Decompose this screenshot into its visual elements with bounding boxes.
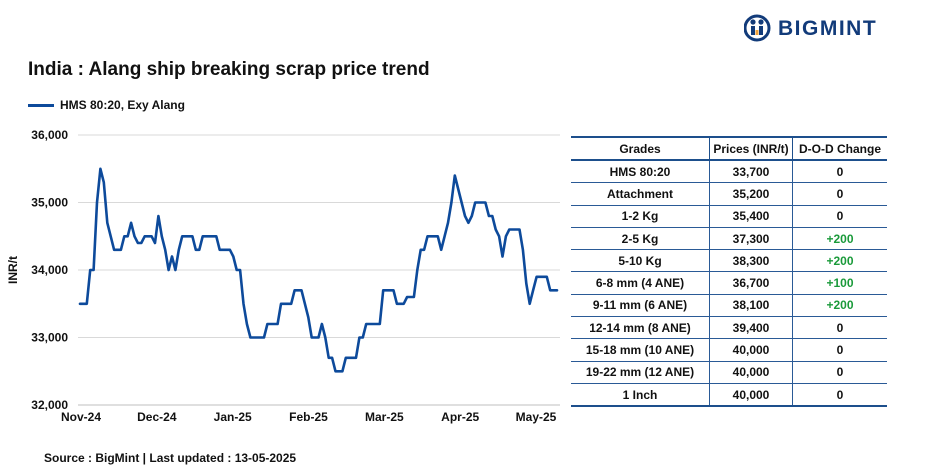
price-cell: 33,700	[709, 160, 793, 184]
price-cell: 40,000	[709, 383, 793, 408]
price-cell: 35,400	[709, 205, 793, 228]
price-cell: 38,300	[709, 249, 793, 273]
brand-name: BIGMINT	[778, 17, 878, 40]
change-cell: +200	[792, 227, 887, 251]
grade-cell: 6-8 mm (4 ANE)	[571, 271, 710, 295]
change-cell: +200	[792, 294, 887, 318]
table-row: 12-14 mm (8 ANE) 39,400 0	[571, 316, 887, 340]
change-cell: 0	[792, 182, 887, 206]
table-row: 19-22 mm (12 ANE) 40,000 0	[571, 361, 887, 384]
price-cell: 37,300	[709, 227, 793, 251]
grade-cell: 1 Inch	[571, 383, 710, 408]
grade-cell: 5-10 Kg	[571, 249, 710, 273]
x-tick-label: Feb-25	[289, 410, 328, 424]
table-row: 6-8 mm (4 ANE) 36,700 +100	[571, 271, 887, 295]
price-cell: 35,200	[709, 182, 793, 206]
grade-cell: 1-2 Kg	[571, 205, 710, 228]
grade-cell: HMS 80:20	[571, 160, 710, 184]
x-tick-label: May-25	[516, 410, 557, 424]
grade-cell: 12-14 mm (8 ANE)	[571, 316, 710, 340]
change-cell: 0	[792, 361, 887, 384]
table-row: 9-11 mm (6 ANE) 38,100 +200	[571, 294, 887, 318]
price-cell: 39,400	[709, 316, 793, 340]
header-grades: Grades	[571, 136, 710, 161]
series-line-hms-80-20	[78, 167, 559, 373]
change-cell: 0	[792, 338, 887, 362]
y-tick-label: 32,000	[31, 398, 68, 412]
y-tick-label: 36,000	[31, 128, 68, 142]
y-tick-label: 34,000	[31, 263, 68, 277]
price-cell: 40,000	[709, 338, 793, 362]
chart-legend: HMS 80:20, Exy Alang	[28, 97, 185, 113]
x-tick-label: Mar-25	[365, 410, 404, 424]
x-tick-label: Apr-25	[441, 410, 479, 424]
bigmint-logo-icon	[744, 14, 771, 42]
price-cell: 36,700	[709, 271, 793, 295]
y-tick-label: 35,000	[31, 196, 68, 210]
grade-cell: 19-22 mm (12 ANE)	[571, 361, 710, 384]
table-row: 1 Inch 40,000 0	[571, 383, 887, 408]
change-cell: 0	[792, 383, 887, 408]
grade-cell: Attachment	[571, 182, 710, 206]
x-tick-label: Nov-24	[61, 410, 101, 424]
grades-price-table: Grades Prices (INR/t) D-O-D Change HMS 8…	[571, 136, 887, 408]
table-row: Attachment 35,200 0	[571, 182, 887, 206]
grade-cell: 2-5 Kg	[571, 227, 710, 251]
table-row: 1-2 Kg 35,400 0	[571, 205, 887, 228]
grade-cell: 9-11 mm (6 ANE)	[571, 294, 710, 318]
x-tick-label: Dec-24	[137, 410, 177, 424]
table-body: HMS 80:20 33,700 0 Attachment 35,200 0 1-2 Kg 3…	[571, 160, 887, 408]
source-footnote: Source : BigMint | Last updated : 13-05-…	[44, 451, 297, 465]
y-axis-label: INR/t	[6, 256, 20, 284]
change-cell: 0	[792, 160, 887, 184]
table-row: 2-5 Kg 37,300 +200	[571, 227, 887, 251]
price-cell: 38,100	[709, 294, 793, 318]
price-cell: 40,000	[709, 361, 793, 384]
change-cell: +200	[792, 249, 887, 273]
grade-cell: 15-18 mm (10 ANE)	[571, 338, 710, 362]
header-dod-change: D-O-D Change	[792, 136, 887, 161]
chart-title: India : Alang ship breaking scrap price …	[28, 59, 430, 80]
line-chart: 32,000 33,000 34,000 35,000 36,000 Nov-24 Dec-…	[6, 128, 560, 424]
table-header-row: Grades Prices (INR/t) D-O-D Change	[571, 136, 887, 161]
y-tick-label: 33,000	[31, 331, 68, 345]
table-row: 15-18 mm (10 ANE) 40,000 0	[571, 338, 887, 362]
change-cell: 0	[792, 205, 887, 228]
legend-swatch	[28, 103, 54, 107]
legend-label: HMS 80:20, Exy Alang	[60, 98, 185, 112]
table-row: HMS 80:20 33,700 0	[571, 160, 887, 184]
header-prices: Prices (INR/t)	[709, 136, 793, 161]
x-tick-label: Jan-25	[214, 410, 252, 424]
change-cell: 0	[792, 316, 887, 340]
table-row: 5-10 Kg 38,300 +200	[571, 249, 887, 273]
change-cell: +100	[792, 271, 887, 295]
